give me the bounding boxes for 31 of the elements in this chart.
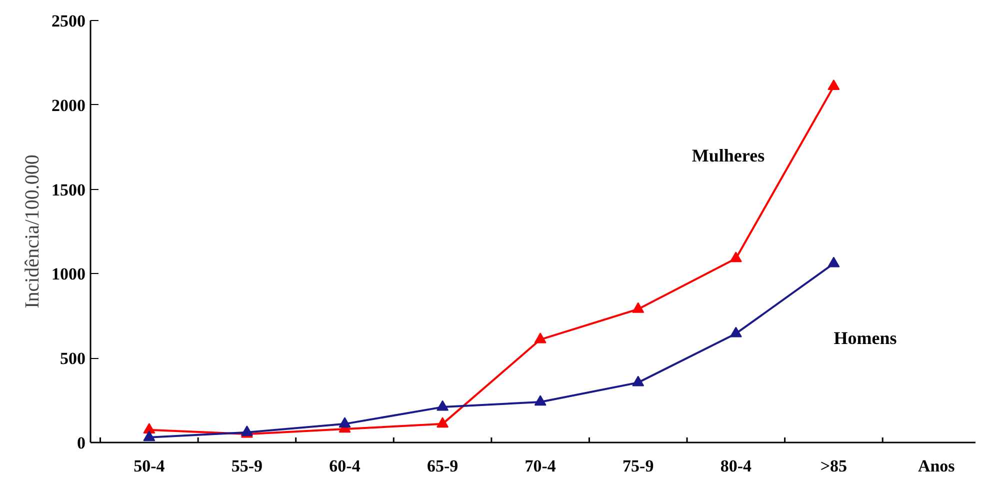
point (828, 256, 840, 268)
point (338, 417, 351, 428)
point (534, 332, 546, 344)
x-tick-label: 70-4 (524, 456, 556, 476)
y-tick-label: 1500 (52, 180, 86, 200)
y-axis-title: Incidência/100.000 (22, 154, 44, 308)
y-tick-label: 2000 (52, 96, 86, 115)
x-axis-title: Anos (918, 456, 956, 476)
point (143, 422, 156, 434)
y-tick-label: 0 (77, 434, 86, 452)
x-tick-label: 60-4 (329, 456, 361, 476)
series-label: Mulheres (692, 146, 765, 166)
point (828, 79, 840, 90)
point (730, 252, 742, 262)
text: Homens (834, 328, 897, 348)
point (436, 400, 449, 411)
y-tick-label: 2500 (52, 12, 86, 30)
point (143, 430, 156, 442)
x-tick-label: 75-9 (622, 456, 654, 476)
x-tick-label: 50-4 (134, 456, 166, 476)
point (632, 302, 644, 313)
x-tick-label: 65-9 (426, 456, 458, 476)
x-tick-label: 80-4 (720, 456, 752, 476)
y-tick-label: 500 (60, 349, 86, 368)
point (534, 395, 546, 406)
point (436, 417, 449, 428)
y-tick-label: 1000 (52, 264, 86, 284)
x-tick-label: >85 (820, 456, 848, 476)
x-tick-label: 55-9 (231, 456, 263, 476)
point (632, 376, 644, 386)
point (730, 326, 742, 338)
